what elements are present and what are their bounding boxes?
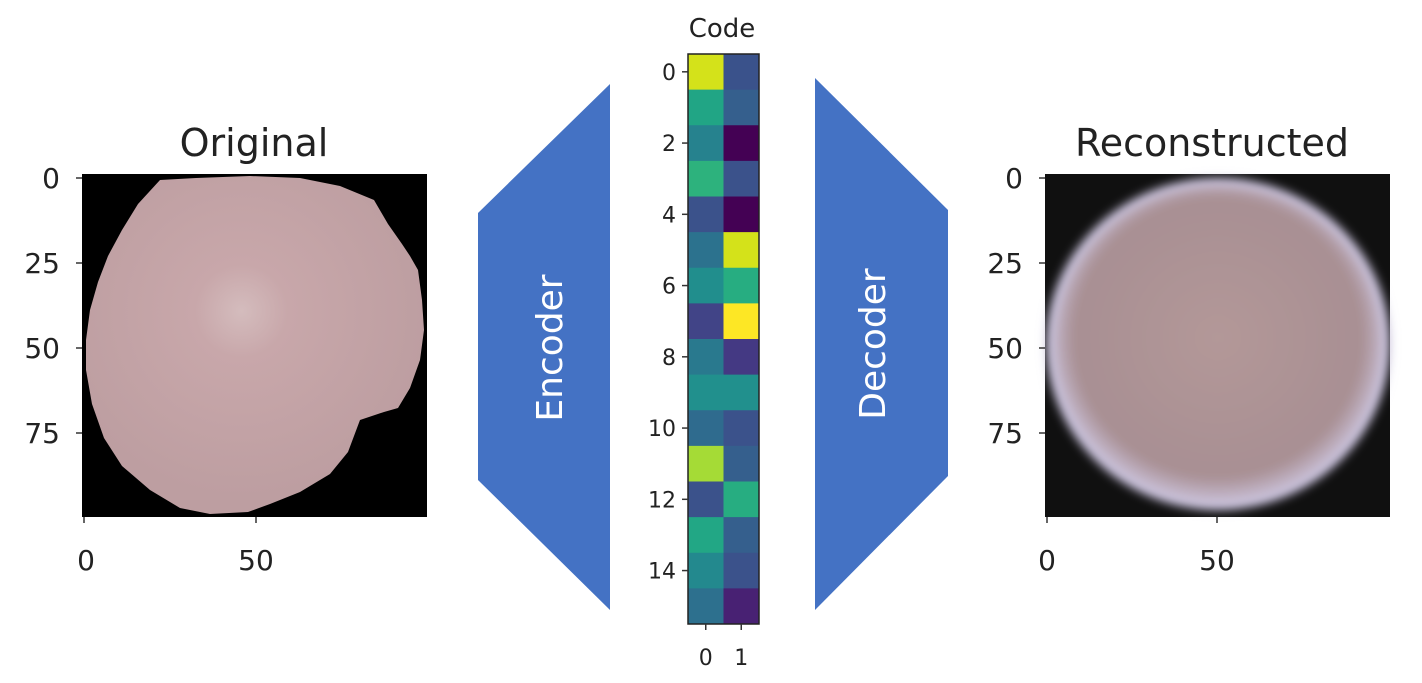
code-cell (688, 339, 724, 376)
original-y-tick-label: 75 (24, 417, 60, 450)
code-cell (688, 196, 724, 233)
code-cell (688, 410, 724, 447)
reconstructed-y-tick-label: 25 (987, 247, 1023, 280)
original-y-tick-label: 0 (42, 162, 60, 195)
code-y-tick-label: 10 (648, 417, 676, 442)
code-y-tick-label: 14 (648, 560, 676, 585)
encoder-trapezoid (478, 84, 610, 610)
original-title: Original (180, 121, 329, 165)
code-cell (723, 160, 760, 197)
code-cell (688, 267, 724, 304)
code-cell (688, 517, 724, 554)
code-cell (688, 588, 724, 625)
encoder-label: Encoder (530, 274, 571, 421)
code-cell (723, 552, 760, 589)
code-y-tick-label: 2 (662, 132, 676, 157)
code-cell (723, 410, 760, 447)
reconstructed-panel: Reconstructed 0 25 50 75 0 50 (987, 121, 1390, 577)
code-cell (688, 54, 724, 91)
encoder-block: Encoder (478, 84, 610, 610)
code-cell (688, 303, 724, 340)
code-y-tick-label: 4 (662, 203, 676, 228)
reconstructed-x-tick-label: 0 (1038, 544, 1056, 577)
code-cell (723, 339, 760, 376)
code-cell (688, 89, 724, 126)
code-y-axis: 0 2 4 6 8 10 12 14 (648, 61, 688, 585)
code-cell (688, 374, 724, 411)
code-cell (723, 267, 760, 304)
reconstructed-x-tick-label: 50 (1199, 544, 1235, 577)
code-y-tick-label: 8 (662, 346, 676, 371)
code-title: Code (689, 14, 756, 44)
reconstructed-y-axis (1039, 177, 1045, 434)
code-cell (723, 196, 760, 233)
code-cell (723, 232, 760, 269)
code-y-tick-label: 12 (648, 488, 676, 513)
reconstructed-x-axis (1046, 517, 1218, 523)
reconstructed-y-tick-label: 50 (987, 332, 1023, 365)
code-cell (688, 125, 724, 162)
reconstructed-y-tick-label: 75 (987, 417, 1023, 450)
code-x-tick-label: 0 (699, 646, 713, 671)
code-cell (723, 54, 760, 91)
original-x-tick-label: 0 (77, 544, 95, 577)
code-cell (723, 89, 760, 126)
code-cell (688, 160, 724, 197)
code-cell (688, 481, 724, 518)
original-y-axis (76, 177, 82, 434)
original-x-tick-label: 50 (238, 544, 274, 577)
code-cell (723, 303, 760, 340)
code-cell (688, 552, 724, 589)
code-cell (688, 232, 724, 269)
decoder-block: Decoder (815, 78, 948, 610)
code-cell (723, 125, 760, 162)
code-cell (723, 588, 760, 625)
reconstructed-title: Reconstructed (1075, 121, 1349, 165)
code-y-tick-label: 6 (662, 275, 676, 300)
original-cell-image (86, 176, 424, 514)
decoder-label: Decoder (853, 268, 894, 420)
original-x-axis (83, 517, 257, 523)
decoder-trapezoid (815, 78, 948, 610)
original-y-tick-label: 25 (24, 247, 60, 280)
code-cell (723, 445, 760, 482)
code-heatmap-border (687, 53, 760, 625)
original-panel: Original 0 25 50 75 0 50 (24, 121, 427, 577)
original-y-tick-label: 50 (24, 332, 60, 365)
reconstructed-y-tick-label: 0 (1005, 162, 1023, 195)
code-cell (723, 517, 760, 554)
code-heatmap (688, 54, 760, 625)
code-x-tick-label: 1 (734, 646, 748, 671)
reconstructed-cell-image (1046, 178, 1390, 510)
code-cell (723, 374, 760, 411)
code-cell (723, 481, 760, 518)
code-cell (688, 445, 724, 482)
code-y-tick-label: 0 (662, 61, 676, 86)
